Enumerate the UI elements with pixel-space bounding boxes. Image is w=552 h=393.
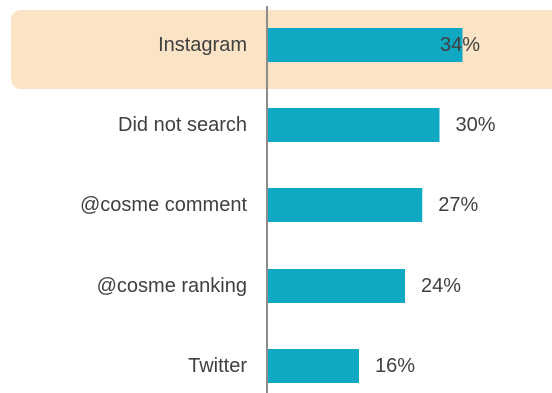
category-label: @cosme ranking [97, 275, 247, 297]
value-label: 30% [456, 114, 496, 136]
category-label: Did not search [118, 114, 247, 136]
bar [267, 349, 359, 383]
bar [267, 269, 405, 303]
value-label: 16% [375, 355, 415, 377]
labels-group: Instagram 34% Did not search 30% @cosme comm… [80, 34, 496, 377]
bar [267, 28, 463, 62]
bars-group [267, 28, 463, 383]
value-label: 34% [440, 34, 480, 56]
category-label: Twitter [188, 355, 247, 377]
bar [267, 108, 440, 142]
bar [267, 188, 423, 222]
category-label: Instagram [158, 34, 247, 56]
value-label: 24% [421, 275, 461, 297]
value-label: 27% [438, 194, 478, 216]
category-label: @cosme comment [80, 194, 247, 216]
